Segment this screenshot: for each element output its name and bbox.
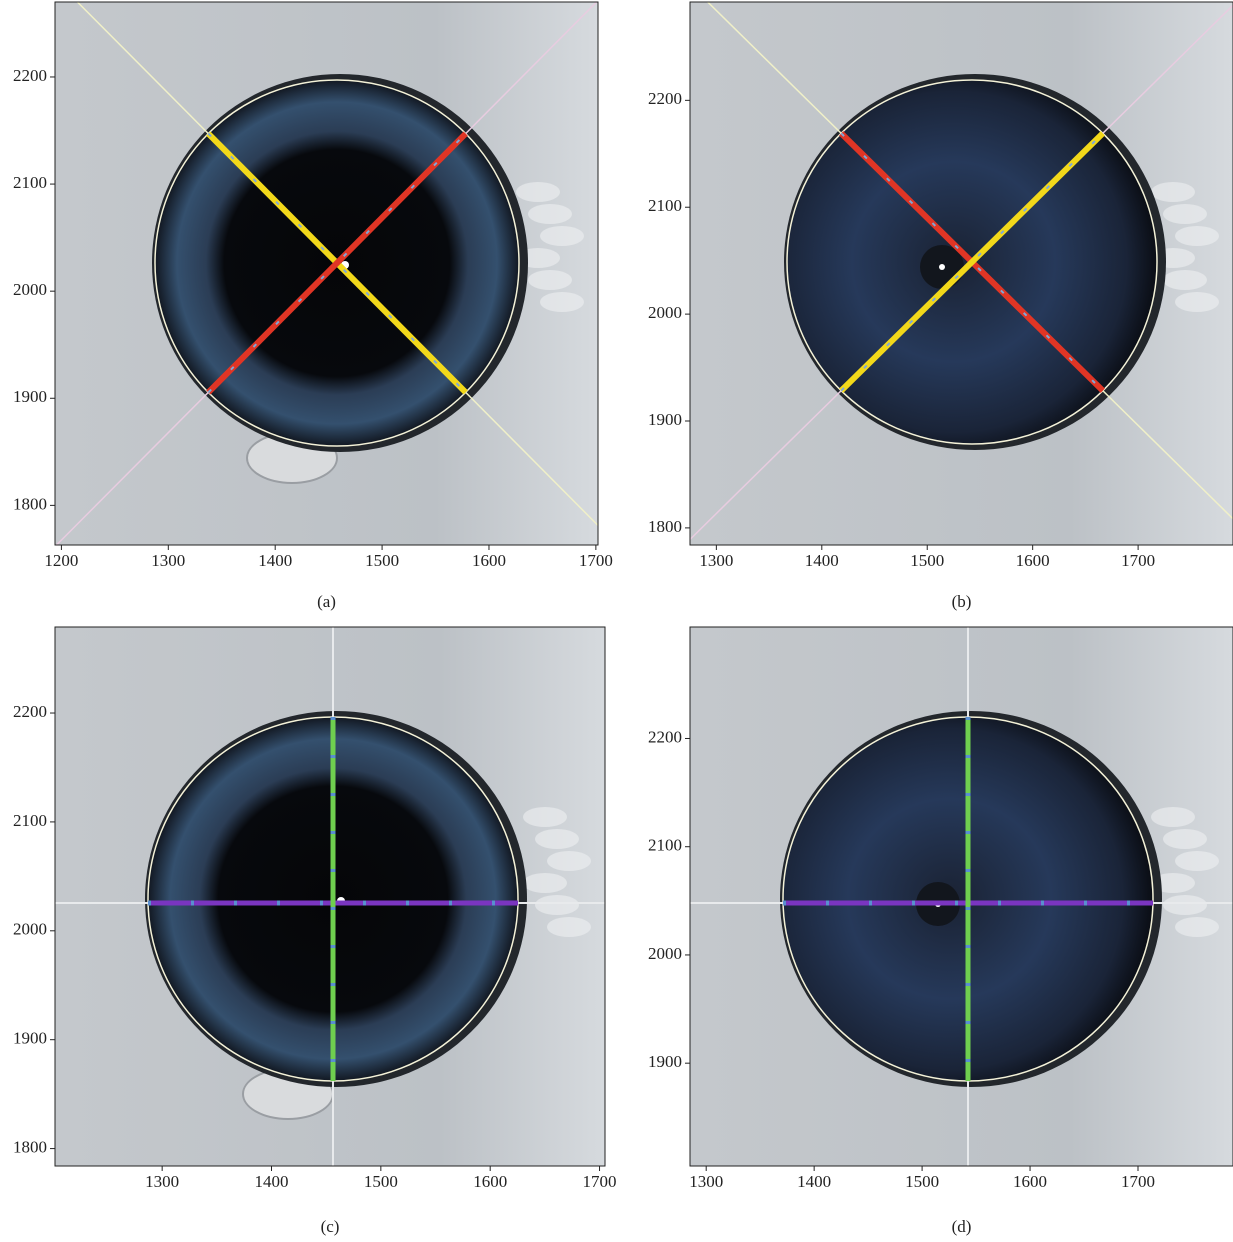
glare — [1163, 270, 1207, 290]
panel: 1300 1400 1500 1600 1700 1800 1900 2000 2100 2200… — [602, 0, 1233, 626]
y-tick-label: 1800 — [13, 1137, 47, 1156]
x-tick-label: 1500 — [364, 1172, 398, 1191]
glare — [1151, 182, 1195, 202]
glare — [547, 917, 591, 937]
glare — [1175, 226, 1219, 246]
glare — [1163, 895, 1207, 915]
photo — [690, 627, 1233, 1166]
x-tick-label: 1300 — [145, 1172, 179, 1191]
glare — [1175, 917, 1219, 937]
x-tick-label: 1200 — [44, 551, 78, 570]
x-tick-label: 1300 — [699, 551, 733, 570]
x-tick-label: 1300 — [689, 1172, 723, 1191]
x-tick-label: 1600 — [472, 551, 506, 570]
panel: 1300 1400 1500 1600 1700 1900 2000 2100 2200 (d) — [648, 627, 1233, 1236]
y-tick-label: 2000 — [13, 920, 47, 939]
x-tick-label: 1400 — [797, 1172, 831, 1191]
y-tick-label: 2000 — [13, 280, 47, 299]
panel: 1300 1400 1500 1600 1700 1800 1900 2000 2100 2200… — [13, 627, 617, 1236]
y-tick-label: 2100 — [648, 196, 682, 215]
y-tick-label: 2200 — [648, 89, 682, 108]
page: 1200 1300 1400 1500 1600 1700 1800 1900 2000 2100… — [0, 0, 1233, 1242]
glare — [1175, 851, 1219, 871]
y-tick-label: 1800 — [13, 494, 47, 513]
x-tick-label: 1500 — [905, 1172, 939, 1191]
y-tick-label: 2200 — [13, 66, 47, 85]
glare — [535, 895, 579, 915]
x-tick-label: 1700 — [579, 551, 613, 570]
x-tick-label: 1500 — [365, 551, 399, 570]
caption: (c) — [321, 1217, 340, 1236]
x-tick-label: 1700 — [1121, 551, 1155, 570]
figure: 1200 1300 1400 1500 1600 1700 1800 1900 2000 2100… — [0, 0, 1233, 1242]
x-tick-label: 1700 — [1121, 1172, 1155, 1191]
glint — [939, 264, 945, 270]
glare — [540, 292, 584, 312]
photo — [55, 627, 605, 1166]
caption: (a) — [317, 592, 336, 611]
glare — [528, 270, 572, 290]
photo — [602, 0, 1233, 626]
x-tick-label: 1600 — [1016, 551, 1050, 570]
x-tick-label: 1400 — [255, 1172, 289, 1191]
glare — [547, 851, 591, 871]
glare — [516, 182, 560, 202]
glare — [1163, 829, 1207, 849]
y-tick-label: 1900 — [13, 1029, 47, 1048]
y-tick-label: 2000 — [648, 944, 682, 963]
caption: (b) — [952, 592, 972, 611]
y-tick-label: 1900 — [13, 387, 47, 406]
glare — [1175, 292, 1219, 312]
x-tick-label: 1400 — [258, 551, 292, 570]
y-tick-label: 2100 — [648, 836, 682, 855]
y-tick-label: 1900 — [648, 410, 682, 429]
glare — [540, 226, 584, 246]
glare — [523, 873, 567, 893]
x-tick-label: 1400 — [805, 551, 839, 570]
y-tick-label: 2200 — [648, 727, 682, 746]
x-tick-label: 1700 — [583, 1172, 617, 1191]
x-tick-label: 1600 — [1013, 1172, 1047, 1191]
y-tick-label: 2000 — [648, 303, 682, 322]
glare — [528, 204, 572, 224]
panel: 1200 1300 1400 1500 1600 1700 1800 1900 2000 2100… — [0, 0, 701, 629]
glare — [1151, 807, 1195, 827]
y-tick-label: 1900 — [648, 1052, 682, 1071]
glare — [523, 807, 567, 827]
x-tick-label: 1500 — [910, 551, 944, 570]
y-tick-label: 2100 — [13, 811, 47, 830]
y-tick-label: 2100 — [13, 173, 47, 192]
x-tick-label: 1300 — [151, 551, 185, 570]
caption: (d) — [952, 1217, 972, 1236]
y-tick-label: 1800 — [648, 517, 682, 536]
glare — [535, 829, 579, 849]
photo — [0, 0, 701, 629]
x-tick-label: 1600 — [473, 1172, 507, 1191]
glare — [1163, 204, 1207, 224]
y-tick-label: 2200 — [13, 702, 47, 721]
